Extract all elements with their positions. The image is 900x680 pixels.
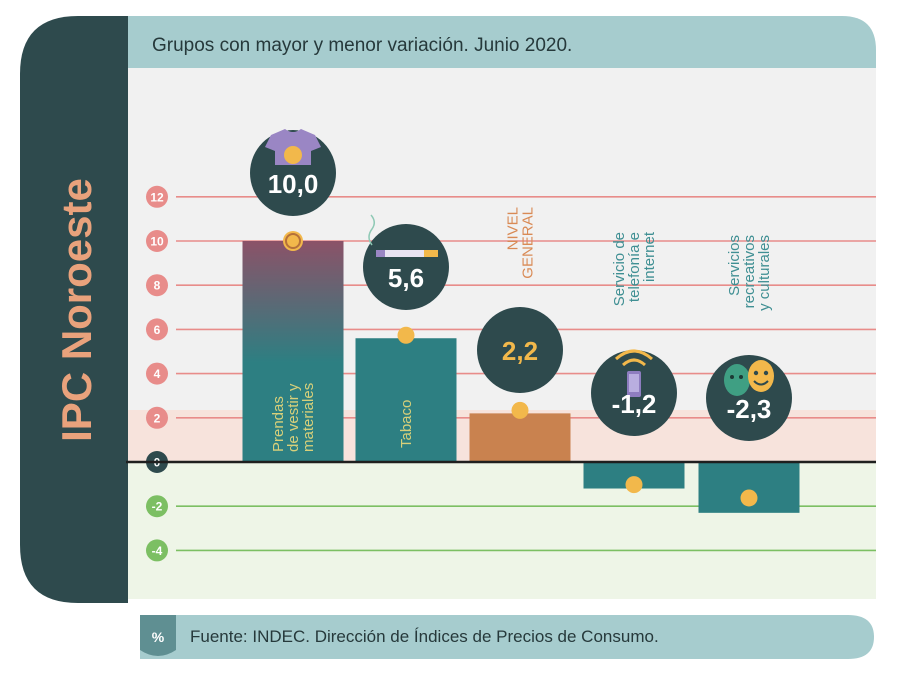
cigarette-icon [368,214,438,257]
y-tick-badge [146,185,168,208]
value-badge [477,307,563,393]
labels-layer: Prendasde vestir ymateriales Tabaco NIVELG… [250,129,792,507]
value-marker [740,489,758,507]
value-marker [511,401,529,419]
sidebar-panel [20,16,128,603]
footer-band [140,615,874,659]
percent-badge [140,615,176,656]
value-label: -2,3 [727,394,772,424]
category-label: Servicio detelefonía einternet [611,231,658,306]
y-tick-label: 2 [154,411,161,425]
category-label: Tabaco [398,400,415,448]
source-note: Fuente: INDEC. Dirección de Índices de P… [190,627,659,646]
value-marker [625,476,643,494]
y-tick-badge [146,362,168,385]
value-label: -1,2 [612,389,657,419]
y-tick-badge [146,274,168,297]
phone-wifi-icon [615,349,653,397]
percent-badge-label: % [152,629,165,645]
y-tick-label: 4 [154,367,161,381]
value-label: 10,0 [268,169,319,199]
chart-subtitle: Grupos con mayor y menor variación. Juni… [152,35,572,56]
header-band [100,16,876,68]
category-label: Serviciosrecreativosy culturales [726,235,773,311]
y-tick-label: 10 [150,235,164,249]
value-marker [397,326,415,344]
y-tick-label: -4 [152,544,163,558]
y-tick-badge [146,495,168,518]
sidebar-title: IPC Noroeste [53,178,100,442]
value-marker-ring-inner [285,233,301,249]
y-tick-badge [146,406,168,429]
shirt-icon [265,129,321,165]
value-label: 2,2 [502,336,538,366]
bars-layer [242,241,800,513]
category-label: Prendasde vestir ymateriales [270,383,317,452]
y-tick-label: -2 [152,500,163,514]
value-label: 5,6 [388,263,424,293]
y-tick-label: 6 [154,323,161,337]
y-tick-label: 8 [154,279,161,293]
bar [469,413,571,462]
bar [355,338,457,462]
theater-masks-icon [724,360,774,396]
y-tick-badge [146,318,168,341]
value-badge [250,130,336,216]
y-tick-badge [146,230,168,252]
value-badge [363,224,449,310]
bar [242,241,344,462]
category-label: NIVELGENERAL [505,207,537,279]
y-tick-label: 12 [150,190,164,204]
y-tick-badge [146,539,168,562]
